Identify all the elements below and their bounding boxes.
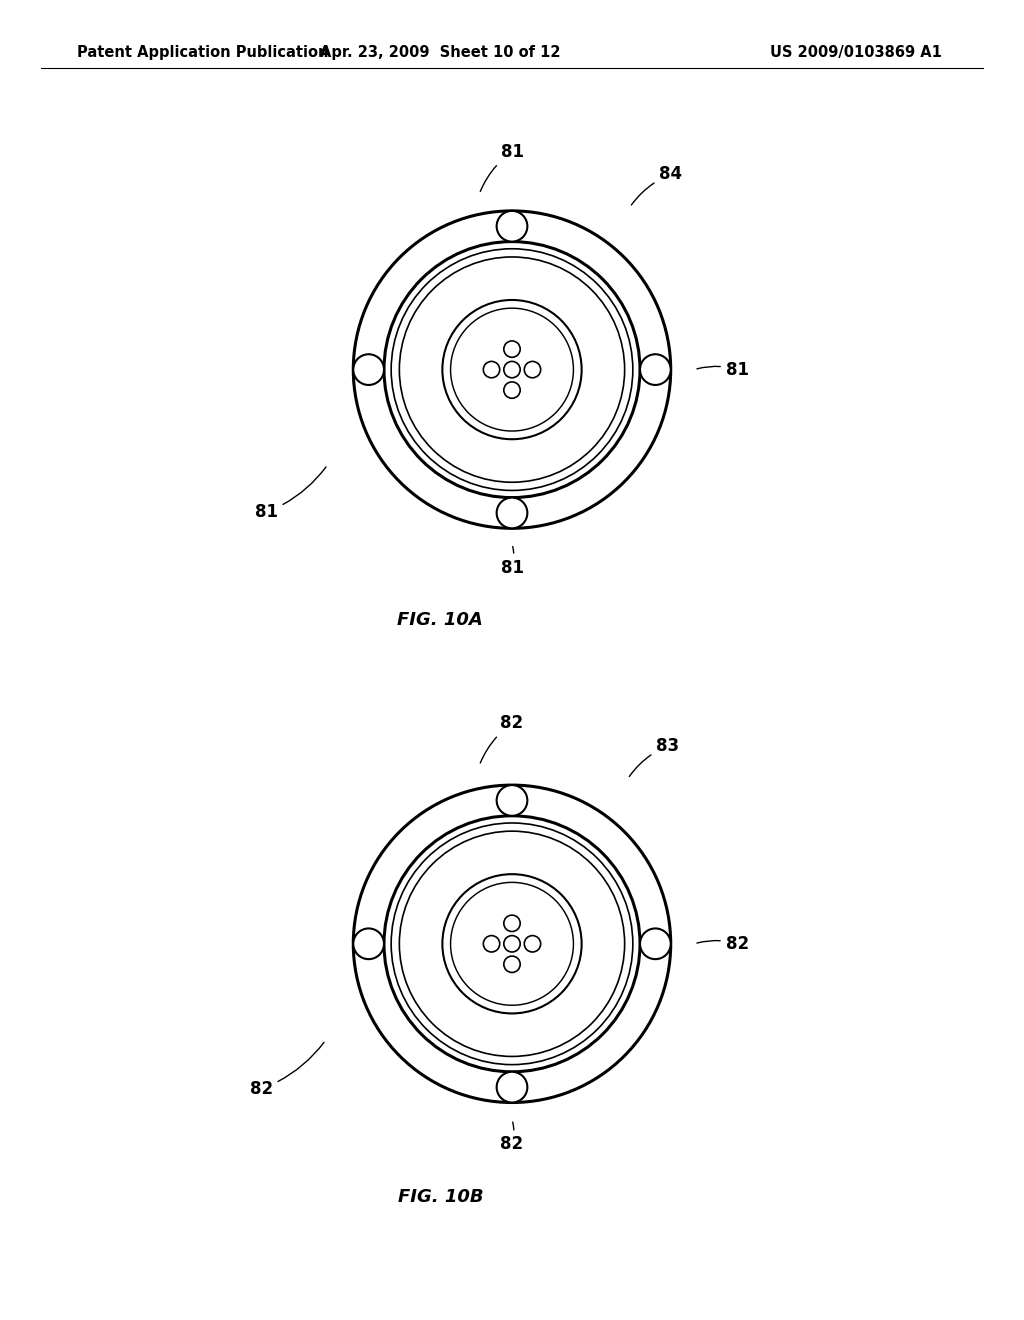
Ellipse shape (384, 242, 640, 498)
Ellipse shape (353, 785, 671, 1102)
Text: 82: 82 (501, 1122, 523, 1154)
Ellipse shape (353, 211, 671, 528)
Ellipse shape (483, 362, 500, 378)
Ellipse shape (640, 354, 671, 385)
Text: 83: 83 (630, 737, 679, 776)
Ellipse shape (504, 362, 520, 378)
Text: 82: 82 (697, 935, 749, 953)
Ellipse shape (504, 341, 520, 358)
Text: Apr. 23, 2009  Sheet 10 of 12: Apr. 23, 2009 Sheet 10 of 12 (321, 45, 560, 59)
Text: 81: 81 (480, 143, 523, 191)
Text: FIG. 10A: FIG. 10A (397, 611, 483, 630)
Text: 82: 82 (250, 1043, 324, 1098)
Ellipse shape (497, 1072, 527, 1102)
Ellipse shape (442, 874, 582, 1014)
Ellipse shape (483, 936, 500, 952)
Ellipse shape (524, 936, 541, 952)
Ellipse shape (497, 785, 527, 816)
Ellipse shape (504, 915, 520, 932)
Ellipse shape (353, 354, 384, 385)
Ellipse shape (497, 498, 527, 528)
Text: US 2009/0103869 A1: US 2009/0103869 A1 (770, 45, 942, 59)
Ellipse shape (504, 381, 520, 399)
Ellipse shape (497, 211, 527, 242)
Ellipse shape (504, 956, 520, 973)
Ellipse shape (353, 928, 384, 960)
Ellipse shape (524, 362, 541, 378)
Ellipse shape (504, 936, 520, 952)
Ellipse shape (384, 816, 640, 1072)
Ellipse shape (640, 928, 671, 960)
Text: 81: 81 (501, 546, 523, 577)
Text: 81: 81 (255, 467, 326, 521)
Text: Patent Application Publication: Patent Application Publication (77, 45, 329, 59)
Text: 84: 84 (632, 165, 682, 205)
Text: FIG. 10B: FIG. 10B (397, 1188, 483, 1206)
Text: 82: 82 (480, 714, 523, 763)
Text: 81: 81 (697, 360, 749, 379)
Ellipse shape (442, 300, 582, 440)
